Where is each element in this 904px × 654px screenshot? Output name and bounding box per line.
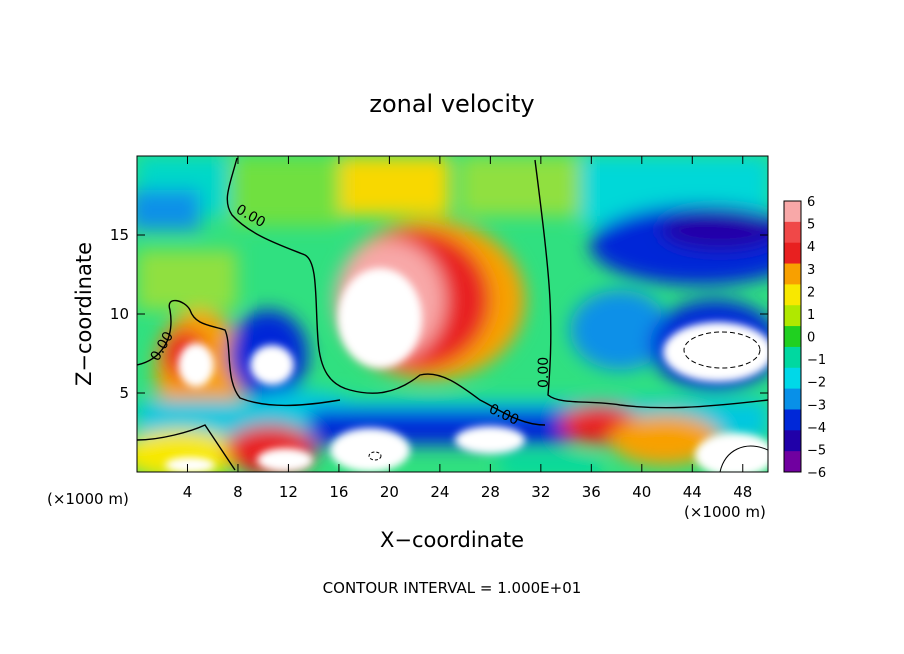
x-tick-label-2: 12	[279, 483, 298, 501]
colorbar-swatch-11	[784, 430, 801, 452]
x-tick-label-10: 44	[683, 483, 702, 501]
x-tick-label-5: 24	[430, 483, 449, 501]
colorbar: 6 5 4 3 2 1 0 −1 −2 −3 −4 −5 −6	[783, 195, 826, 481]
x-tick-label-3: 16	[329, 483, 348, 501]
contour-interval-note: CONTOUR INTERVAL = 1.000E+01	[323, 579, 582, 597]
colorbar-swatch-9	[784, 388, 801, 410]
white-min-bottom-center	[330, 428, 410, 472]
y-tick-label-2: 15	[110, 226, 129, 244]
zero-contour-bottom	[137, 424, 236, 471]
colorbar-label-2: 4	[807, 240, 815, 255]
white-max-bottom-left	[257, 448, 313, 472]
colorbar-swatch-1	[784, 221, 801, 244]
x-tick-label-1: 8	[233, 483, 243, 501]
colorbar-label-10: −4	[807, 421, 826, 436]
zero-contour-left	[226, 157, 546, 426]
contour-bottom-right	[719, 445, 768, 472]
zero-contour-right	[534, 159, 768, 409]
x-tick-label-9: 40	[632, 483, 651, 501]
zero-contours	[137, 157, 768, 472]
white-min-left	[250, 345, 294, 385]
x-tick-label-0: 4	[183, 483, 193, 501]
dashed-contour-bottom	[368, 451, 382, 461]
colorbar-label-4: 2	[807, 285, 815, 300]
colorbar-label-5: 1	[807, 308, 815, 323]
white-min-right	[663, 322, 768, 382]
y-tick-label-0: 5	[119, 384, 129, 402]
x-axis-label: X−coordinate	[380, 528, 524, 552]
x-tick-label-11: 48	[733, 483, 752, 501]
x-unit-right: (×1000 m)	[684, 503, 766, 521]
heatmap-field: 0.00 0.00 0.00 0.00	[137, 156, 768, 472]
white-min-bottom-right	[695, 433, 768, 472]
colorbar-label-3: 3	[807, 263, 815, 278]
colorbar-label-12: −6	[807, 466, 826, 481]
x-unit-left: (×1000 m)	[47, 490, 129, 508]
y-axis-ticks: 5 10 15	[110, 226, 768, 402]
x-tick-label-6: 28	[481, 483, 500, 501]
contour-label-3: 0.00	[536, 357, 552, 388]
colorbar-swatch-8	[784, 367, 801, 390]
colorbar-swatch-7	[784, 346, 801, 369]
colorbar-label-11: −5	[807, 443, 826, 458]
colorbar-label-9: −3	[807, 398, 826, 413]
zero-contour-left-lower	[137, 299, 341, 407]
colorbar-label-7: −1	[807, 353, 826, 368]
colorbar-label-8: −2	[807, 376, 826, 391]
colorbar-swatch-3	[784, 263, 801, 285]
colorbar-swatch-5	[784, 305, 801, 327]
y-tick-label-1: 10	[110, 305, 129, 323]
colorbar-swatch-0	[784, 201, 801, 223]
y-axis-label: Z−coordinate	[72, 242, 96, 386]
colorbar-frame	[783, 200, 802, 473]
colorbar-label-6: 0	[807, 331, 815, 346]
x-axis-ticks: 4 8 12 16 20 24 28 32 36 40 44 48	[183, 156, 752, 501]
colorbar-swatch-4	[784, 284, 801, 306]
white-max-left	[178, 343, 214, 387]
dashed-contour-right	[683, 331, 761, 369]
chart-title: zonal velocity	[369, 90, 534, 118]
colorbar-swatch-12	[784, 451, 801, 473]
colorbar-label-1: 5	[807, 218, 815, 233]
white-max-center	[338, 268, 422, 368]
colorbar-swatch-10	[784, 409, 801, 431]
x-tick-label-4: 20	[380, 483, 399, 501]
colorbar-label-0: 6	[807, 195, 815, 210]
x-tick-label-7: 32	[531, 483, 550, 501]
colorbar-swatch-6	[784, 326, 801, 348]
colorbar-swatch-2	[784, 242, 801, 265]
white-min-bottom-mid	[455, 426, 525, 454]
x-tick-label-8: 36	[582, 483, 601, 501]
